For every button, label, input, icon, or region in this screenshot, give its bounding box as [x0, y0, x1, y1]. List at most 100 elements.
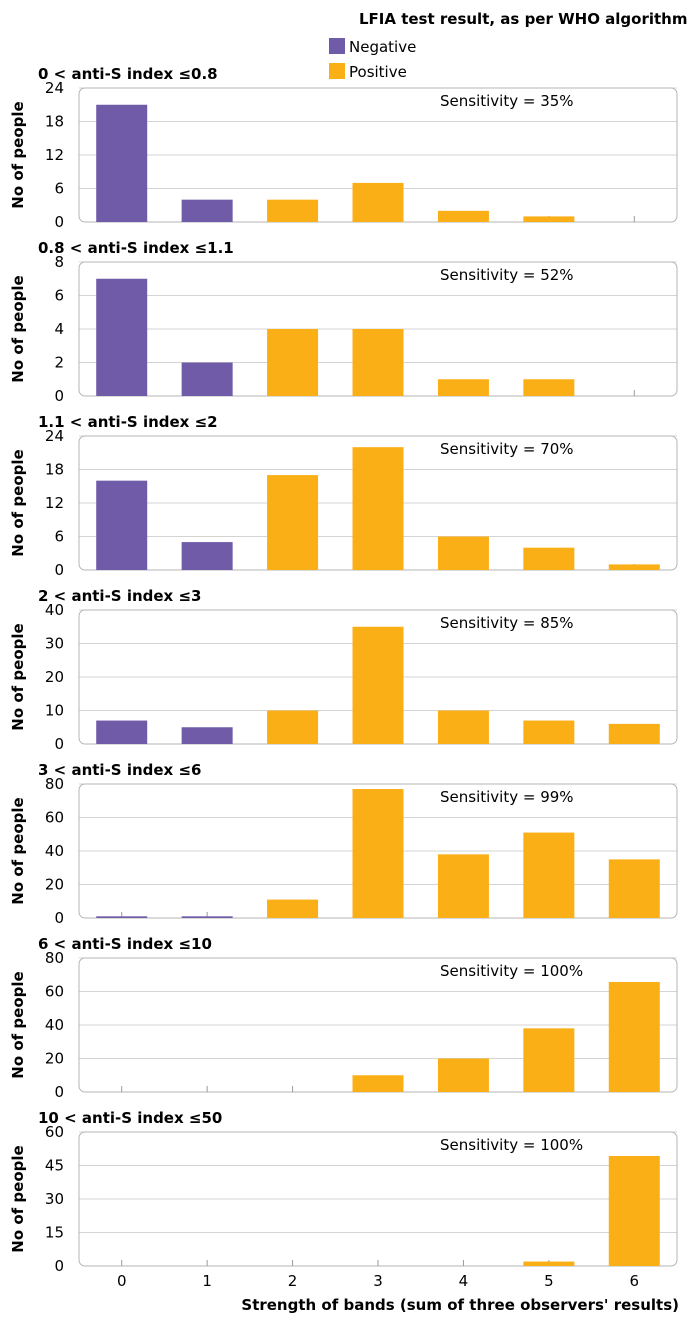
bar-3: [353, 447, 404, 570]
panel-title: 0 < anti-S index ≤0.8: [38, 65, 218, 83]
chart-panels: 0 < anti-S index ≤0.8 No of people 0 6 12 18 2…: [9, 65, 677, 1275]
y-axis-label: No of people: [9, 1145, 27, 1252]
bar-2: [267, 329, 318, 396]
y-tick-label: 40: [45, 842, 64, 860]
sensitivity-annotation: Sensitivity = 100%: [440, 1136, 583, 1154]
legend-label-positive: Positive: [349, 63, 407, 81]
bar-4: [438, 854, 489, 918]
bar-4: [438, 537, 489, 571]
bar-5: [523, 721, 574, 744]
y-tick-label: 0: [54, 213, 64, 231]
bar-6: [609, 859, 660, 918]
x-tick-label: 4: [459, 1272, 469, 1290]
bar-2: [267, 475, 318, 570]
x-axis-label: Strength of bands (sum of three observer…: [241, 1296, 679, 1314]
bar-4: [438, 379, 489, 396]
y-tick-label: 4: [54, 320, 64, 338]
y-tick-label: 40: [45, 1016, 64, 1034]
y-tick-label: 0: [54, 735, 64, 753]
panel-3: 2 < anti-S index ≤3 No of people 0 10 20 30 40…: [9, 587, 677, 753]
bar-0: [96, 279, 147, 396]
x-tick-label: 6: [630, 1272, 640, 1290]
panel-2: 1.1 < anti-S index ≤2 No of people 0 6 12 18 2…: [9, 413, 677, 579]
y-axis-label: No of people: [9, 797, 27, 904]
y-tick-label: 0: [54, 909, 64, 927]
y-tick-label: 60: [45, 809, 64, 827]
legend-swatch-positive: [329, 63, 345, 79]
y-tick-label: 6: [54, 180, 64, 198]
sensitivity-annotation: Sensitivity = 100%: [440, 962, 583, 980]
bar-3: [353, 1075, 404, 1092]
panel-4: 3 < anti-S index ≤6 No of people 0 20 40 60 80…: [9, 761, 677, 927]
panel-1: 0.8 < anti-S index ≤1.1 No of people 0 2 4 6 8…: [9, 239, 677, 405]
sensitivity-annotation: Sensitivity = 99%: [440, 788, 574, 806]
y-tick-label: 0: [54, 387, 64, 405]
bar-4: [438, 211, 489, 222]
y-tick-label: 6: [54, 287, 64, 305]
y-tick-label: 6: [54, 528, 64, 546]
panel-5: 6 < anti-S index ≤10 No of people 0 20 40 60 8…: [9, 935, 677, 1101]
legend-swatch-negative: [329, 38, 345, 54]
y-tick-label: 20: [45, 1050, 64, 1068]
legend-label-negative: Negative: [349, 38, 416, 56]
y-tick-label: 45: [45, 1157, 64, 1175]
y-tick-label: 80: [45, 775, 64, 793]
bar-4: [438, 711, 489, 745]
bar-3: [353, 627, 404, 744]
y-tick-label: 20: [45, 876, 64, 894]
panel-title: 1.1 < anti-S index ≤2: [38, 413, 218, 431]
x-axis: 0 1 2 3 4 5 6: [117, 1272, 639, 1290]
panel-title: 0.8 < anti-S index ≤1.1: [38, 239, 234, 257]
y-axis-label: No of people: [9, 275, 27, 382]
y-tick-label: 60: [45, 983, 64, 1001]
y-tick-label: 24: [45, 427, 64, 445]
x-tick-label: 3: [373, 1272, 383, 1290]
x-tick-label: 2: [288, 1272, 298, 1290]
y-axis-label: No of people: [9, 449, 27, 556]
bar-1: [182, 200, 233, 222]
bar-5: [523, 379, 574, 396]
bar-3: [353, 789, 404, 918]
bar-0: [96, 481, 147, 570]
bar-5: [523, 216, 574, 222]
bar-5: [523, 833, 574, 918]
y-tick-label: 60: [45, 1123, 64, 1141]
bar-2: [267, 711, 318, 745]
y-tick-label: 18: [45, 113, 64, 131]
y-tick-label: 80: [45, 949, 64, 967]
y-tick-label: 10: [45, 702, 64, 720]
x-tick-label: 5: [544, 1272, 554, 1290]
panel-0: 0 < anti-S index ≤0.8 No of people 0 6 12 18 2…: [9, 65, 677, 231]
y-tick-label: 2: [54, 354, 64, 372]
bar-2: [267, 900, 318, 918]
sensitivity-annotation: Sensitivity = 35%: [440, 92, 574, 110]
bar-0: [96, 916, 147, 918]
y-tick-label: 20: [45, 668, 64, 686]
bar-3: [353, 329, 404, 396]
bar-6: [609, 976, 660, 1092]
y-tick-label: 0: [54, 1083, 64, 1101]
bar-5: [523, 548, 574, 570]
bar-4: [438, 1059, 489, 1093]
y-tick-label: 8: [54, 253, 64, 271]
bar-1: [182, 363, 233, 397]
y-tick-label: 12: [45, 146, 64, 164]
panel-6: 10 < anti-S index ≤50 No of people 0 15 30 45…: [9, 1109, 677, 1275]
y-tick-label: 30: [45, 1190, 64, 1208]
sensitivity-annotation: Sensitivity = 85%: [440, 614, 574, 632]
y-tick-label: 24: [45, 79, 64, 97]
bar-5: [523, 1262, 574, 1266]
x-tick-label: 0: [117, 1272, 127, 1290]
y-axis-label: No of people: [9, 101, 27, 208]
panel-title: 10 < anti-S index ≤50: [38, 1109, 222, 1127]
y-axis-label: No of people: [9, 623, 27, 730]
y-tick-label: 40: [45, 601, 64, 619]
y-tick-label: 0: [54, 561, 64, 579]
bar-2: [267, 200, 318, 222]
y-tick-label: 30: [45, 635, 64, 653]
sensitivity-annotation: Sensitivity = 52%: [440, 266, 574, 284]
bar-1: [182, 916, 233, 918]
y-tick-label: 0: [54, 1257, 64, 1275]
bar-1: [182, 727, 233, 744]
